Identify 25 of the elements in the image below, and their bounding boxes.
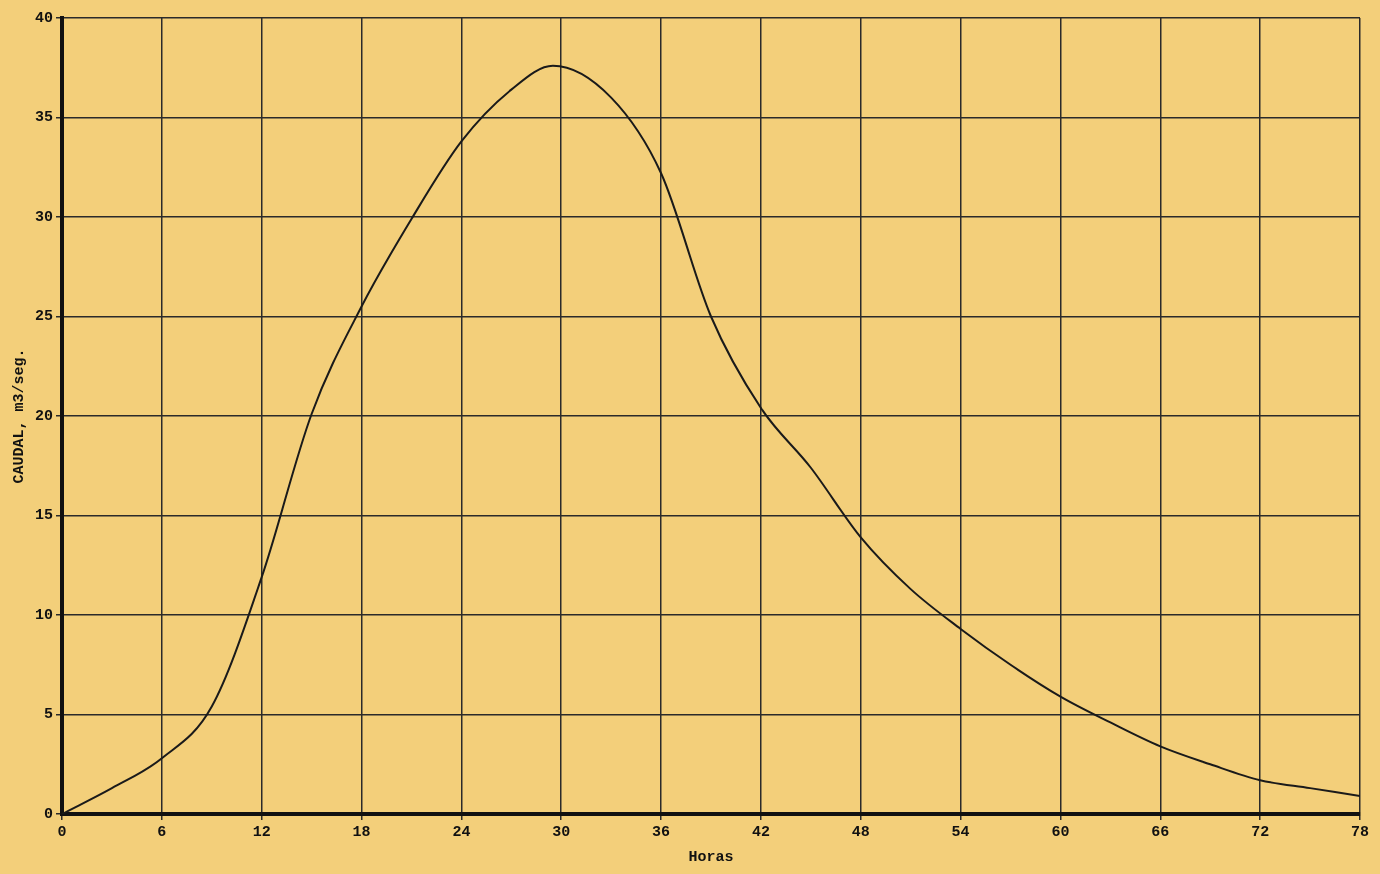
x-tick-label: 18 — [352, 823, 371, 841]
x-tick-label: 36 — [652, 823, 671, 841]
y-tick-label: 25 — [34, 308, 53, 326]
y-tick-label: 10 — [34, 606, 53, 624]
x-tick-label: 24 — [452, 823, 471, 841]
x-axis-title: Horas — [688, 848, 734, 866]
x-tick-label: 48 — [851, 823, 870, 841]
y-tick-label: 30 — [34, 208, 53, 226]
y-tick-label: 0 — [43, 805, 53, 823]
x-tick-label: 78 — [1350, 823, 1370, 841]
y-tick-label: 20 — [34, 407, 53, 425]
x-tick-label: 0 — [57, 823, 67, 841]
y-tick-label: 5 — [43, 706, 53, 724]
y-tick-label: 15 — [34, 507, 53, 525]
x-tick-label: 42 — [751, 823, 770, 841]
x-tick-label: 6 — [157, 823, 167, 841]
y-axis-title: CAUDAL, m3/seg. — [10, 348, 28, 484]
y-tick-label: 35 — [34, 109, 53, 127]
x-tick-label: 60 — [1051, 823, 1070, 841]
x-tick-label: 12 — [252, 823, 271, 841]
x-tick-label: 30 — [552, 823, 571, 841]
x-tick-label: 66 — [1151, 823, 1170, 841]
x-tick-label: 54 — [951, 823, 970, 841]
x-tick-label: 72 — [1251, 823, 1270, 841]
y-tick-label: 40 — [34, 9, 53, 27]
